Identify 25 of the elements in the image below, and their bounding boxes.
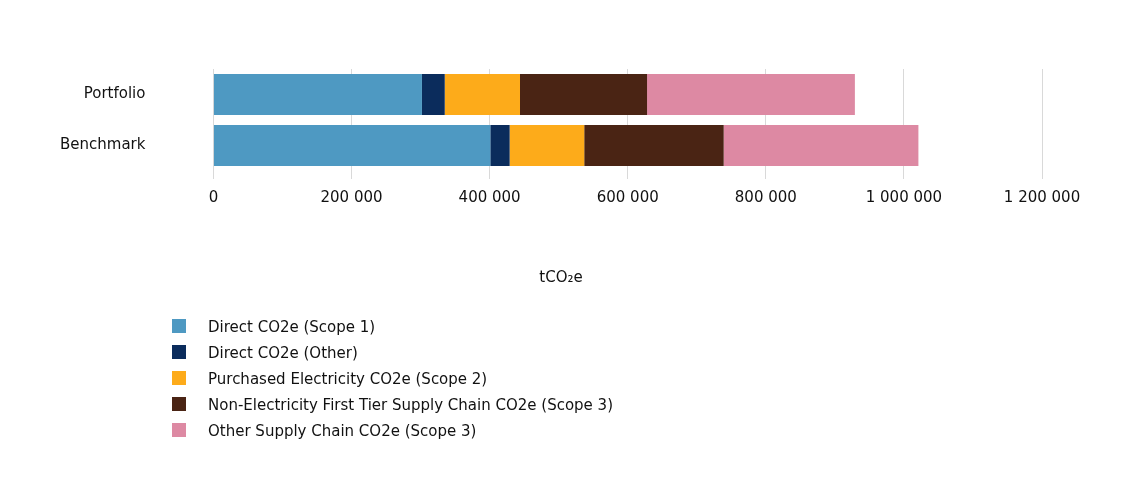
x-tick-label: 200 000 [320, 187, 383, 206]
bar [421, 74, 445, 115]
legend-label: Direct CO2e (Scope 1) [208, 318, 376, 336]
bar [647, 74, 855, 115]
x-axis-title: tCO₂e [538, 268, 584, 286]
bar [490, 125, 510, 166]
bar [444, 74, 521, 115]
bar [723, 125, 919, 166]
x-tick-label: 0 [208, 187, 219, 206]
x-tick-label: 400 000 [458, 187, 521, 206]
x-tick-label: 1 000 000 [865, 187, 943, 206]
legend-label: Other Supply Chain CO2e (Scope 3) [208, 422, 477, 440]
bar [584, 125, 724, 166]
bar [213, 125, 491, 166]
legend-label: Non-Electricity First Tier Supply Chain CO2e (Scope 3) [208, 396, 613, 414]
bar [520, 74, 648, 115]
legend-label: Purchased Electricity CO2e (Scope 2) [208, 370, 488, 388]
x-tick-label: 1 200 000 [1003, 187, 1081, 206]
x-tick-label: 600 000 [596, 187, 659, 206]
legend-label: Direct CO2e (Other) [208, 344, 358, 362]
y-tick-label: Portfolio [83, 84, 146, 103]
bar [213, 74, 422, 115]
y-tick-label: Benchmark [60, 135, 146, 154]
bar [509, 125, 585, 166]
x-tick-label: 800 000 [734, 187, 797, 206]
